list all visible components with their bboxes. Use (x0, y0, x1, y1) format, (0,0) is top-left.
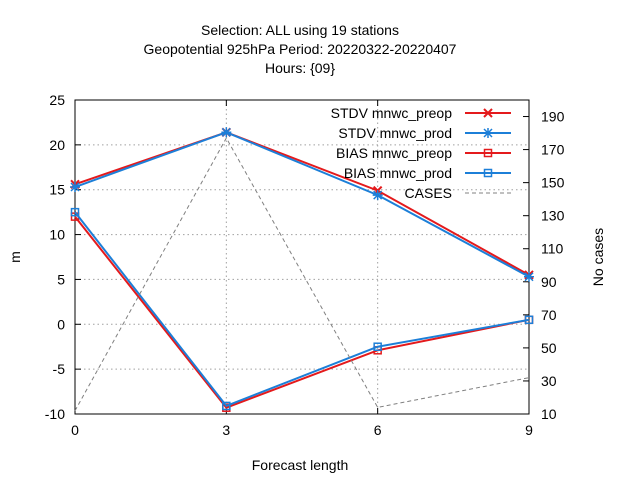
series-line (74, 131, 530, 278)
x-tick-label: 3 (222, 422, 230, 438)
legend-label: BIAS mnwc_preop (336, 145, 452, 161)
grid-lines (75, 100, 529, 414)
title-line: Geopotential 925hPa Period: 20220322-202… (144, 41, 457, 57)
legend-label: STDV mnwc_prod (338, 125, 452, 141)
legend-label: CASES (405, 185, 452, 201)
y2-tick-label: 70 (541, 307, 557, 323)
y-tick-label: 0 (57, 316, 65, 332)
y-tick-label: -5 (53, 361, 66, 377)
y2-tick-label: 190 (541, 109, 565, 125)
x-axis-label: Forecast length (252, 457, 349, 473)
plot-frame (74, 99, 530, 415)
y2-tick-label: 90 (541, 274, 557, 290)
y-tick-label: 15 (49, 182, 65, 198)
y-tick-label: 5 (57, 271, 65, 287)
data-point (373, 342, 382, 351)
data-point (483, 168, 493, 178)
y-tick-label: 25 (49, 92, 65, 108)
data-point (524, 271, 534, 282)
x-tick-label: 0 (71, 422, 79, 438)
data-point (221, 127, 232, 138)
legend-label: STDV mnwc_preop (331, 105, 453, 121)
y2-tick-label: 30 (541, 373, 557, 389)
y2-tick-label: 170 (541, 142, 565, 158)
data-point (483, 108, 493, 118)
y-tick-label: 20 (49, 137, 65, 153)
x-tick-label: 9 (525, 422, 533, 438)
axes: 0 3 6 9 -10 -5 0 5 10 15 20 25 10 30 50 70 90 110 130 150 17… (45, 92, 565, 438)
y2-tick-label: 150 (541, 175, 565, 191)
y2-tick-label: 130 (541, 208, 565, 224)
data-point (222, 401, 231, 411)
series-line (74, 216, 530, 409)
title-line: Selection: ALL using 19 stations (201, 22, 399, 38)
data-point (524, 315, 534, 325)
series-line (74, 211, 530, 408)
y-tick-label: 10 (49, 227, 65, 243)
title-line: Hours: {09} (265, 60, 335, 76)
legend-label: BIAS mnwc_prod (344, 165, 452, 181)
data-point (70, 207, 80, 217)
y-tick-label: -10 (45, 406, 65, 422)
legend: STDV mnwc_preop STDV mnwc_prod BIAS mnwc_p… (331, 105, 511, 201)
data-point (483, 128, 493, 138)
x-tick-label: 6 (374, 422, 382, 438)
series-line (74, 131, 530, 276)
y2-axis-label: No cases (590, 228, 606, 286)
data-point (483, 148, 493, 158)
chart-title: Selection: ALL using 19 stations Geopoten… (144, 22, 457, 76)
data-point (70, 182, 80, 193)
data-point (372, 190, 383, 201)
series-line (74, 136, 530, 411)
y-axis-label: m (7, 251, 23, 263)
y2-tick-label: 110 (541, 241, 564, 257)
y2-tick-label: 10 (541, 406, 557, 422)
y2-tick-label: 50 (541, 340, 557, 356)
series-layer (70, 127, 534, 412)
